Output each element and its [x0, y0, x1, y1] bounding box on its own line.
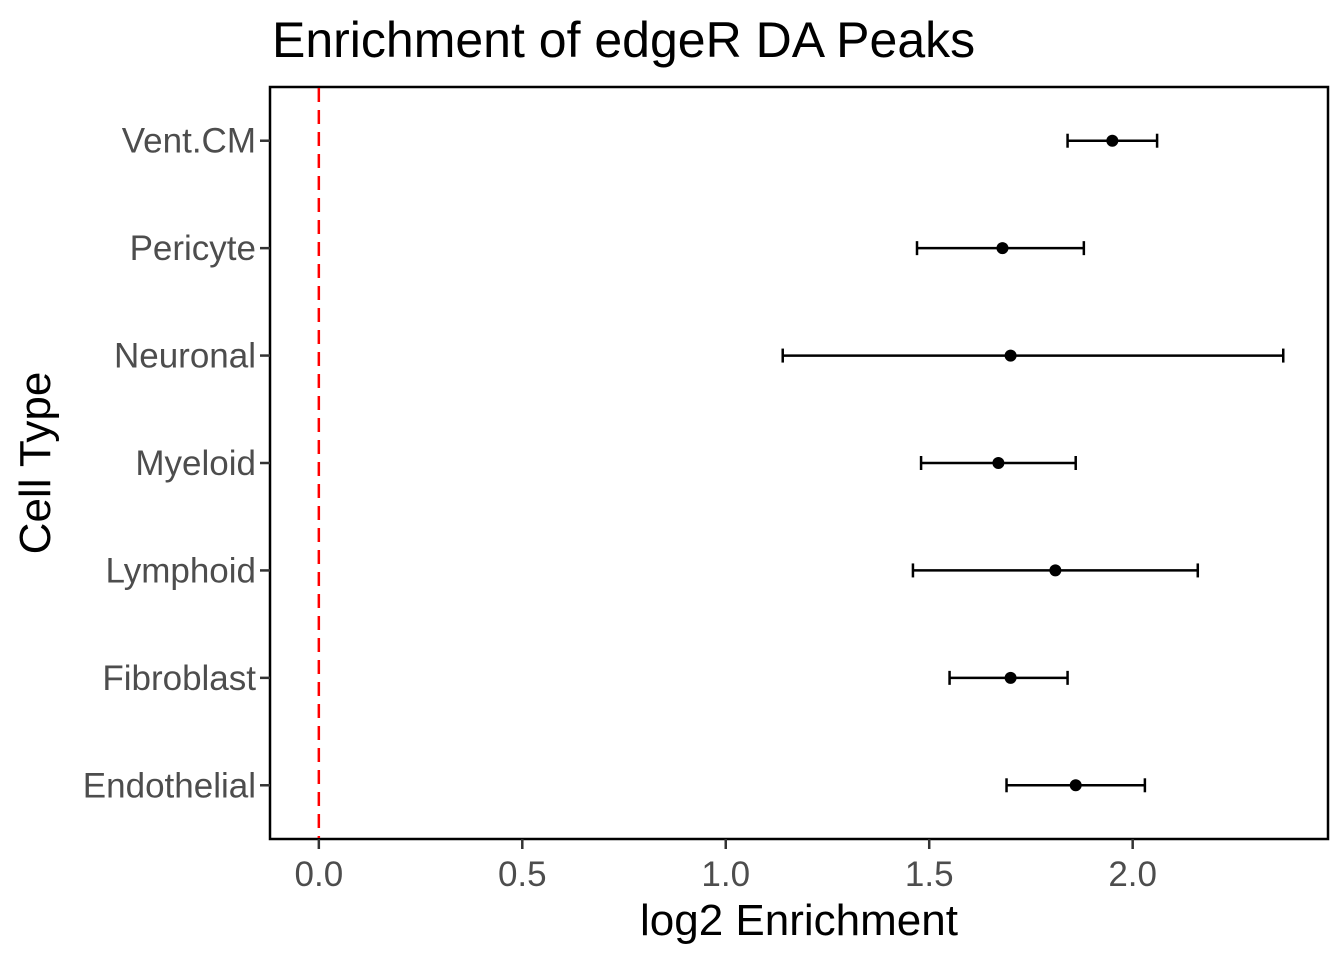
plot-layer: 0.0 0.5 1.0 1.5 2.0 Endothelial Fibroblast Lymp… [83, 88, 1285, 894]
x-tick-label: 0.0 [295, 855, 344, 894]
x-tick-label: 1.5 [905, 855, 954, 894]
point-fibroblast [1004, 671, 1017, 684]
y-tick-label: Pericyte [130, 229, 256, 268]
x-axis-title: log2 Enrichment [640, 896, 958, 945]
y-axis-title: Cell Type [11, 372, 60, 555]
y-tick-label: Vent.CM [122, 122, 256, 161]
chart-title: Enrichment of edgeR DA Peaks [272, 12, 975, 68]
point-endothelial [1069, 779, 1082, 792]
y-tick-label: Lymphoid [106, 551, 256, 590]
point-lymphoid [1049, 564, 1062, 577]
point-pericyte [996, 242, 1009, 255]
y-tick-label: Neuronal [114, 337, 256, 376]
point-myeloid [992, 457, 1005, 469]
y-tick-label: Myeloid [135, 444, 256, 483]
y-tick-label: Endothelial [83, 766, 256, 805]
x-tick-label: 1.0 [701, 855, 750, 894]
point-vent-cm [1106, 134, 1119, 147]
x-tick-label: 2.0 [1108, 855, 1157, 894]
plot-panel-border [268, 85, 1330, 841]
y-tick-label: Fibroblast [102, 659, 256, 698]
point-neuronal [1004, 349, 1017, 362]
x-tick-label: 0.5 [498, 855, 547, 894]
